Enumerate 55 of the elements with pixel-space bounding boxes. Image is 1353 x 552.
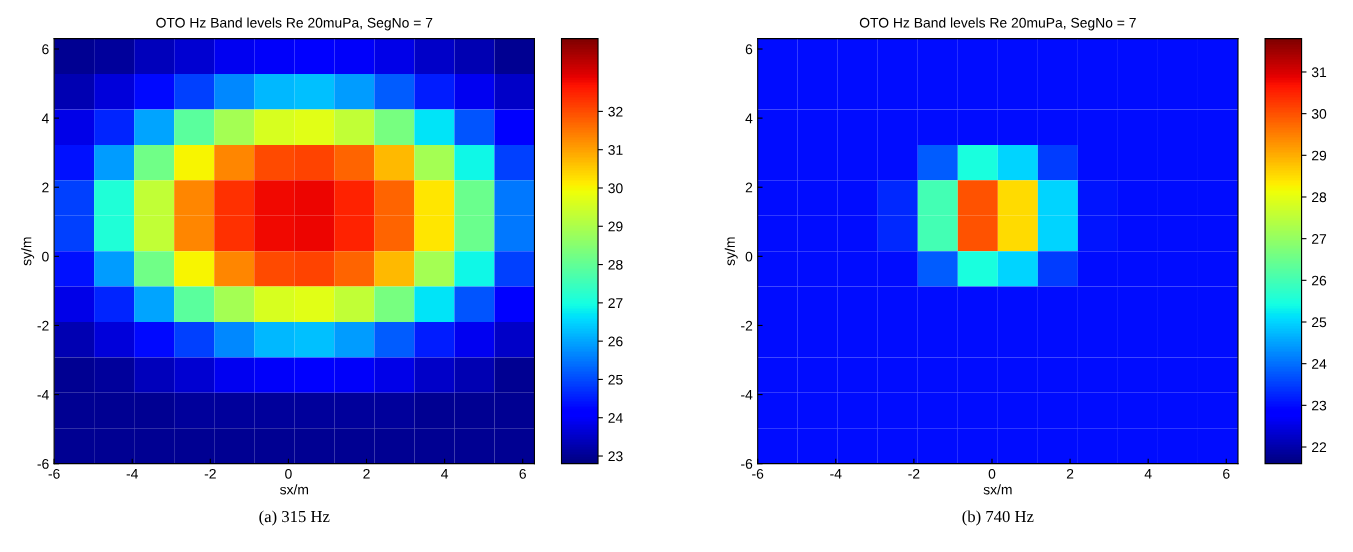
- x-tick-label: 2: [1066, 468, 1074, 479]
- y-tick-label: 2: [745, 182, 753, 193]
- x-tick-label: -4: [830, 469, 842, 479]
- color-bar-label: 28: [608, 259, 623, 270]
- y-axis-title: sy/m: [724, 237, 738, 266]
- text: (b) 740 Hz: [962, 510, 1034, 526]
- y-tick-label: -6: [37, 459, 49, 469]
- color-bar-label: 27: [1312, 233, 1327, 244]
- color-bar-label: 29: [1312, 150, 1327, 161]
- color-bar-label: 25: [1312, 317, 1327, 328]
- color-bar-label: 23: [608, 451, 623, 462]
- color-bar-label: 25: [608, 374, 623, 385]
- x-tick-label: 0: [988, 468, 996, 479]
- y-tick-label: 4: [41, 113, 49, 124]
- x-tick-label: 6: [1223, 468, 1230, 479]
- y-tick-label: -6: [741, 459, 753, 469]
- y-tick-label: -2: [37, 320, 49, 331]
- color-bar-label: 29: [608, 221, 623, 232]
- y-tick-label: -2: [741, 320, 753, 331]
- y-tick-label: 6: [42, 44, 49, 55]
- y-tick-label: 0: [745, 251, 753, 262]
- color-bar-label: 32: [608, 106, 623, 117]
- color-bar-label: 24: [1312, 359, 1327, 369]
- y-axis-title: sy/m: [21, 237, 35, 266]
- color-bar-label: 26: [608, 336, 623, 347]
- y-tick-label: 2: [42, 182, 49, 193]
- color-bar-label: 31: [1311, 67, 1327, 78]
- y-tick-label: 4: [745, 113, 753, 124]
- text: (a) 315 Hz: [259, 510, 330, 526]
- x-tick-label: -2: [204, 468, 216, 479]
- color-bar-label: 26: [1312, 275, 1327, 286]
- color-bar-label: 23: [1312, 400, 1327, 411]
- color-bar-label: 30: [1311, 108, 1327, 119]
- x-tick-label: 4: [441, 469, 449, 479]
- color-bar-label: 30: [608, 183, 623, 194]
- y-tick-label: -4: [741, 390, 753, 400]
- color-bar-label: 27: [608, 298, 623, 308]
- chart-title: OTO Hz Band levels Re 20muPa, SegNo = 7: [156, 17, 433, 31]
- x-axis-title: sx/m: [280, 484, 309, 495]
- y-tick-label: 0: [42, 251, 49, 262]
- x-tick-label: -4: [126, 469, 138, 479]
- color-bar-label: 24: [608, 413, 623, 423]
- x-tick-label: 0: [285, 468, 292, 479]
- x-tick-label: -2: [908, 468, 920, 479]
- chart-title: OTO Hz Band levels Re 20muPa, SegNo = 7: [859, 17, 1136, 31]
- color-bar-label: 28: [1312, 192, 1327, 203]
- color-bar-label: 31: [608, 145, 623, 155]
- x-tick-label: 6: [519, 468, 526, 479]
- x-tick-label: 2: [363, 468, 370, 479]
- color-bar-label: 22: [1312, 442, 1327, 453]
- x-tick-label: 4: [1144, 469, 1152, 479]
- x-axis-title: sx/m: [983, 484, 1012, 495]
- y-tick-label: 6: [745, 44, 753, 55]
- x-tick-label: -6: [752, 468, 764, 479]
- y-tick-label: -4: [37, 390, 49, 400]
